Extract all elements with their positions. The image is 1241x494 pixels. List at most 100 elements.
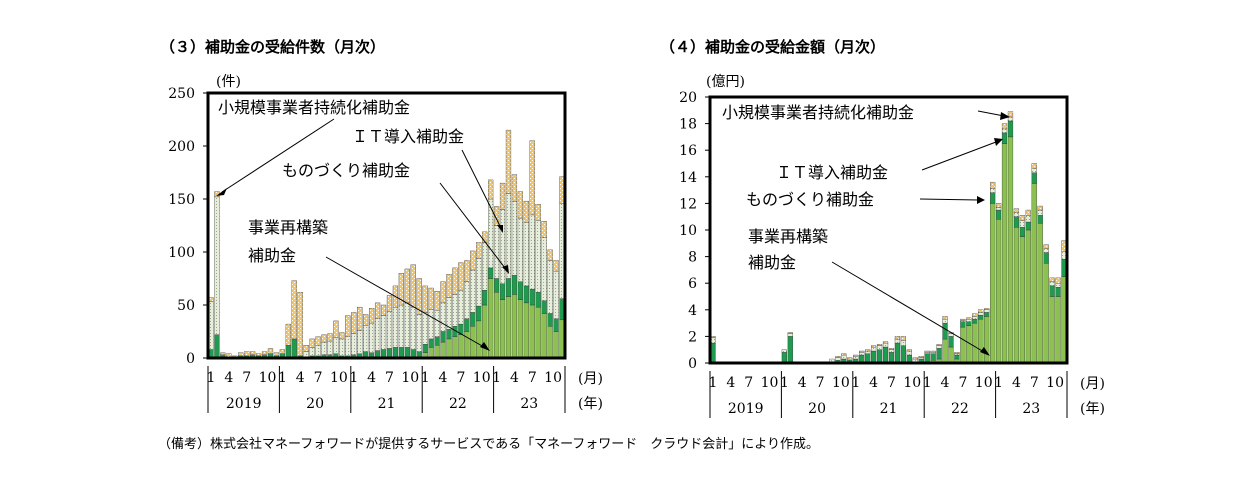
bar-small-biz xyxy=(1013,208,1020,213)
bar-restructure xyxy=(1013,227,1020,364)
bar-restructure xyxy=(1055,296,1061,364)
y-tick-label: 16 xyxy=(679,143,697,159)
bar-restructure xyxy=(1001,143,1008,364)
year-label: 22 xyxy=(951,401,969,417)
bar-small-biz xyxy=(452,267,458,295)
arrow-restructure xyxy=(831,261,985,353)
bar-it xyxy=(303,351,309,358)
bar-small-biz xyxy=(374,302,381,319)
bar-small-biz xyxy=(876,344,883,346)
bar-it xyxy=(984,309,990,313)
bar-it xyxy=(333,337,339,354)
bar-small-biz xyxy=(1001,123,1008,130)
bar-monozukuri xyxy=(1049,285,1055,297)
bar-restructure xyxy=(535,306,541,359)
bar-monozukuri xyxy=(1025,221,1031,231)
bar-restructure xyxy=(942,338,948,364)
bar-small-biz xyxy=(847,357,853,360)
annotation-it: ＩＴ導入補助金 xyxy=(352,127,464,146)
chart-title: （３）補助金の受給件数（月次） xyxy=(160,38,385,56)
bar-small-biz xyxy=(942,316,948,320)
x-tick-label: 7 xyxy=(314,370,323,386)
bar-small-biz xyxy=(960,318,966,321)
bar-small-biz xyxy=(261,351,268,355)
bar-it xyxy=(380,315,387,350)
bar-it xyxy=(309,347,315,357)
bar-monozukuri xyxy=(978,314,984,320)
bar-it xyxy=(865,350,871,354)
year-label: 20 xyxy=(808,401,826,417)
bar-it xyxy=(434,310,440,337)
bar-monozukuri xyxy=(511,275,518,295)
x-tick-label: 7 xyxy=(385,370,394,386)
bar-monozukuri xyxy=(446,329,452,340)
bar-small-biz xyxy=(1049,277,1055,283)
bar-it xyxy=(541,236,547,301)
bar-monozukuri xyxy=(291,338,297,359)
bar-small-biz xyxy=(553,260,559,272)
bar-it xyxy=(374,318,381,351)
bar-monozukuri xyxy=(888,352,895,364)
bar-small-biz xyxy=(954,352,960,354)
bar-restructure xyxy=(505,296,512,359)
bar-monozukuri xyxy=(404,347,410,359)
bar-restructure xyxy=(1007,136,1014,364)
bar-it xyxy=(404,302,410,348)
bar-restructure xyxy=(464,331,470,359)
bar-it xyxy=(1013,212,1020,217)
x-tick-label: 1 xyxy=(923,375,932,391)
bar-it xyxy=(924,352,930,354)
bar-it xyxy=(936,345,942,349)
year-label: 21 xyxy=(378,396,396,412)
y-tick-label: 6 xyxy=(688,276,697,292)
arrowhead-it xyxy=(497,225,503,233)
y-tick-label: 14 xyxy=(679,170,697,186)
bar-small-biz xyxy=(351,312,357,334)
bar-monozukuri xyxy=(392,347,399,359)
bar-small-biz xyxy=(321,334,327,343)
bar-small-biz xyxy=(853,354,859,357)
bar-monozukuri xyxy=(422,344,428,353)
bar-restructure xyxy=(511,294,518,359)
x-unit-month: (月) xyxy=(578,371,603,387)
bar-it xyxy=(345,336,351,357)
bar-restructure xyxy=(978,318,984,364)
bar-it xyxy=(1001,128,1008,134)
bar-monozukuri xyxy=(482,289,488,306)
bar-it xyxy=(517,217,523,282)
arrow-it xyxy=(921,141,997,171)
x-tick-label: 4 xyxy=(941,375,950,391)
bar-it xyxy=(363,324,369,352)
bar-restructure xyxy=(1037,223,1043,364)
bar-it xyxy=(488,198,494,269)
bar-it xyxy=(912,358,918,362)
x-tick-label: 10 xyxy=(544,370,562,386)
annotation-small-biz: 小規模事業者持続化補助金 xyxy=(722,103,914,122)
bar-it xyxy=(470,269,476,313)
bar-it xyxy=(392,306,399,348)
bar-it xyxy=(452,294,458,327)
bar-monozukuri xyxy=(505,278,512,297)
bar-it xyxy=(446,297,452,330)
bar-small-biz xyxy=(984,308,990,310)
y-tick-label: 200 xyxy=(168,139,195,155)
arrowhead-it xyxy=(994,138,1003,146)
bar-restructure xyxy=(529,304,535,359)
bar-it xyxy=(458,289,464,325)
bar-it xyxy=(440,302,446,332)
bar-small-biz xyxy=(990,181,996,189)
x-tick-label: 4 xyxy=(439,370,448,386)
x-tick-label: 1 xyxy=(278,370,287,386)
bar-small-biz xyxy=(434,291,440,311)
bar-it xyxy=(1049,281,1055,287)
bar-small-biz xyxy=(255,353,262,357)
x-tick-label: 10 xyxy=(1046,375,1064,391)
bar-monozukuri xyxy=(1013,216,1020,228)
y-tick-label: 0 xyxy=(186,351,195,367)
x-tick-label: 10 xyxy=(330,370,348,386)
bar-small-biz xyxy=(458,262,464,291)
x-tick-label: 1 xyxy=(709,375,718,391)
bar-it xyxy=(960,320,966,322)
bar-small-biz xyxy=(1037,205,1043,211)
